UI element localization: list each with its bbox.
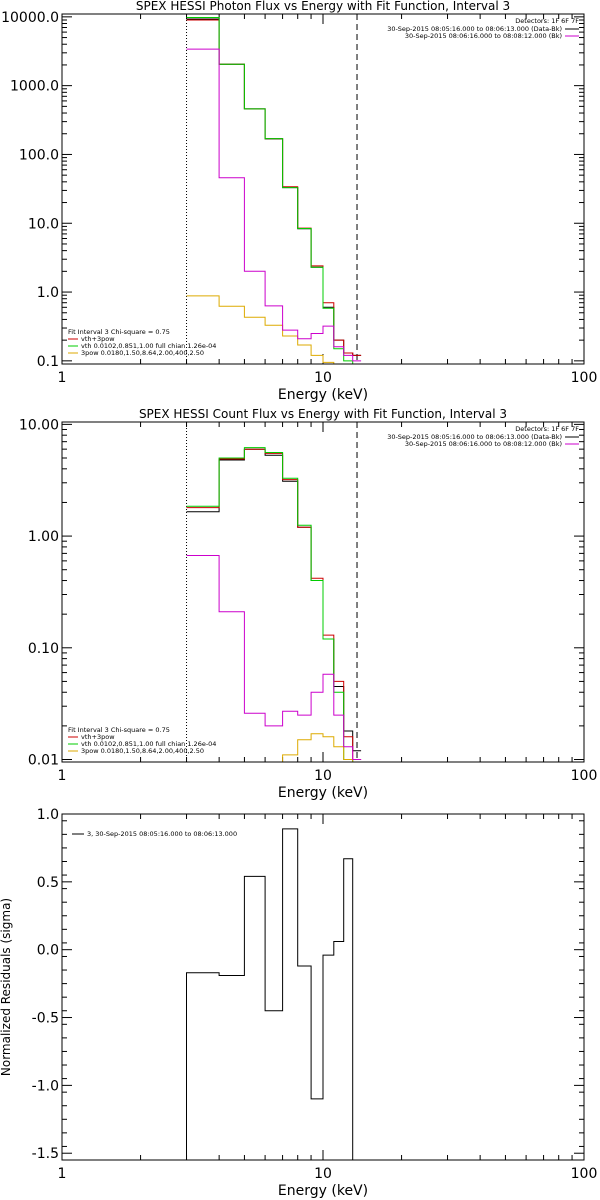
legend-entry: 30-Sep-2015 08:05:16.000 to 08:06:13.000…	[387, 433, 562, 441]
series-line-5	[186, 555, 362, 760]
y-tick-label: 0.1	[37, 354, 59, 370]
y-tick-label: 10000.0	[1, 10, 59, 26]
x-tick-label: 10	[314, 768, 332, 784]
y-tick-label: -0.5	[32, 1011, 59, 1027]
y-tick-label: 0.5	[37, 875, 59, 891]
x-tick-label: 10	[314, 1166, 332, 1182]
legend-fit-title: Fit Interval 3 Chi-square = 0.75	[68, 726, 170, 734]
legend-entry: 30-Sep-2015 08:05:16.000 to 08:06:13.000…	[387, 25, 562, 33]
y-tick-label: 1000.0	[10, 79, 59, 95]
x-tick-label: 100	[571, 768, 598, 784]
x-tick-label: 1	[58, 370, 67, 386]
chart-panel-2: SPEX HESSI Count Flux vs Energy with Fit…	[19, 407, 597, 801]
y-axis-label: Normalized Residuals (sigma)	[0, 898, 13, 1076]
plot-frame	[61, 813, 585, 1161]
x-axis-label: Energy (keV)	[278, 1183, 368, 1199]
plot-area	[186, 17, 362, 364]
series-line-1	[186, 18, 362, 356]
plot-area	[186, 447, 362, 762]
legend-entry: vth+3pow	[81, 335, 115, 343]
x-tick-label: 10	[314, 370, 332, 386]
series-line-3	[186, 17, 362, 364]
y-tick-label: 1.0	[37, 807, 59, 823]
legend-entry: 30-Sep-2015 08:06:16.000 to 08:08:12.000…	[405, 32, 562, 40]
x-axis-label: Energy (keV)	[278, 785, 368, 801]
legend-entry: 30-Sep-2015 08:06:16.000 to 08:08:12.000…	[405, 440, 562, 448]
y-tick-label: 100.0	[19, 147, 59, 163]
chart-panel-1: SPEX HESSI Photon Flux vs Energy with Fi…	[1, 0, 597, 403]
chart-title: SPEX HESSI Photon Flux vs Energy with Fi…	[136, 0, 510, 13]
y-tick-label: 0.10	[28, 641, 59, 657]
x-tick-label: 100	[571, 1166, 598, 1182]
legend-entry: 3, 30-Sep-2015 08:05:16.000 to 08:06:13.…	[87, 830, 237, 838]
legend-detectors: Detectors: 1F 6F 7F	[515, 17, 579, 25]
y-tick-label: -1.0	[32, 1078, 59, 1094]
x-axis-label: Energy (keV)	[278, 387, 368, 403]
y-tick-label: 0.01	[28, 753, 59, 769]
plot-frame	[61, 421, 585, 763]
chart-panel-3: 1 10 100 -1.5 -1.0 -0.5 0.0 0.5 1.0 Energy (keV) N…	[0, 807, 597, 1199]
y-tick-label: 10.00	[19, 417, 59, 433]
series-line-2	[186, 19, 362, 356]
series-line-1	[186, 828, 354, 1160]
plot-area	[186, 828, 354, 1160]
y-tick-label: 1.0	[37, 285, 59, 301]
y-tick-label: 0.0	[37, 943, 59, 959]
legend-entry: vth 0.0102,0.851,1.00 full chian 1.26e-0…	[81, 342, 216, 350]
chart-title: SPEX HESSI Count Flux vs Energy with Fit…	[139, 407, 507, 421]
legend-entry: vth 0.0102,0.851,1.00 full chian 1.26e-0…	[81, 740, 216, 748]
legend-entry: 3pow 0.0180,1.50,8.64,2.00,400,2.50	[81, 349, 204, 357]
legend-fit-title: Fit Interval 3 Chi-square = 0.75	[68, 328, 170, 336]
y-tick-label: 1.00	[28, 529, 59, 545]
y-tick-label: 10.0	[28, 216, 59, 232]
x-tick-label: 1	[58, 1166, 67, 1182]
series-line-1	[186, 448, 362, 752]
legend-entry: 3pow 0.0180,1.50,8.64,2.00,400,2.50	[81, 747, 204, 755]
plot-frame	[61, 13, 585, 365]
legend-entry: vth+3pow	[81, 733, 115, 741]
series-line-5	[186, 48, 362, 362]
series-line-4	[186, 733, 362, 762]
legend-detectors: Detectors: 1F 6F 7F	[515, 425, 579, 433]
series-line-2	[186, 448, 362, 760]
x-tick-label: 1	[58, 768, 67, 784]
y-tick-label: -1.5	[32, 1146, 59, 1162]
x-tick-label: 100	[571, 370, 598, 386]
